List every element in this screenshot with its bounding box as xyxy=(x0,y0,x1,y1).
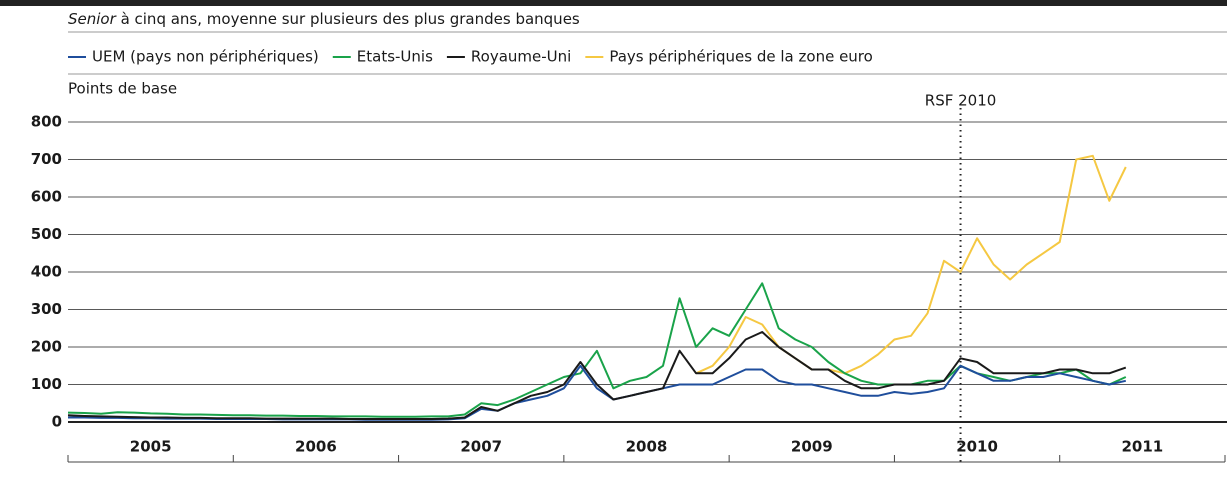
y-tick-label: 200 xyxy=(31,338,62,356)
subtitle-text: à cinq ans, moyenne sur plusieurs des pl… xyxy=(121,10,580,28)
x-tick-label: 2007 xyxy=(460,438,502,456)
y-tick-label: 500 xyxy=(31,225,62,243)
series-line xyxy=(68,364,1127,421)
annotation-label: RSF 2010 xyxy=(925,92,997,110)
y-tick-label: 100 xyxy=(31,375,62,393)
y-tick-label: 600 xyxy=(31,188,62,206)
top-bar xyxy=(0,0,1227,6)
y-tick-label: 0 xyxy=(52,413,62,431)
x-tick-label: 2005 xyxy=(130,438,172,456)
series-line xyxy=(67,282,1127,418)
x-tick-label: 2006 xyxy=(295,438,337,456)
y-tick-label: 800 xyxy=(31,113,62,131)
subtitle: Senior à cinq ans, moyenne sur plusieurs… xyxy=(68,10,580,28)
x-tick-label: 2009 xyxy=(791,438,833,456)
legend-label: Pays périphériques de la zone euro xyxy=(609,48,873,66)
x-tick-label: 2008 xyxy=(626,438,668,456)
y-tick-label: 400 xyxy=(31,263,62,281)
series-line xyxy=(695,154,1127,375)
subtitle-italic: Senior xyxy=(68,10,117,28)
y-axis-label: Points de base xyxy=(68,80,177,98)
y-tick-label: 700 xyxy=(31,150,62,168)
legend: UEM (pays non périphériques) Etats-Unis Ro… xyxy=(68,48,873,66)
legend-label: UEM (pays non périphériques) xyxy=(92,48,319,66)
x-tick-label: 2010 xyxy=(956,438,998,456)
y-tick-label: 300 xyxy=(31,300,62,318)
series-line xyxy=(67,331,1127,420)
x-tick-label: 2011 xyxy=(1121,438,1163,456)
legend-label: Etats-Unis xyxy=(357,48,433,66)
legend-label: Royaume-Uni xyxy=(471,48,571,66)
